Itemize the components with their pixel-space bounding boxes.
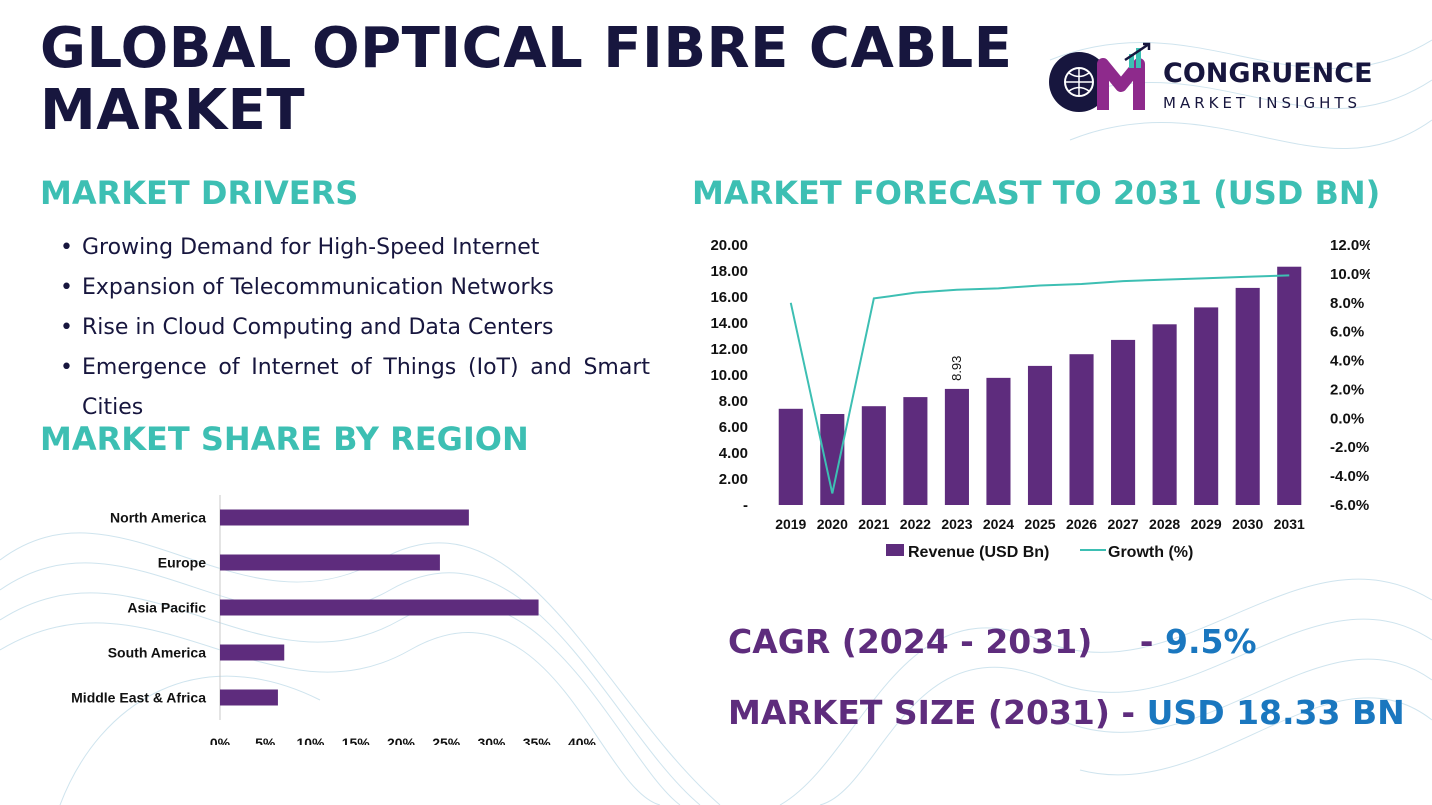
market-size-value: USD 18.33 BN — [1146, 693, 1405, 732]
x-tick-label: 2025 — [1024, 516, 1055, 532]
market-size-kpi: MARKET SIZE (2031) - USD 18.33 BN — [728, 693, 1405, 732]
region-bar — [220, 599, 539, 616]
drivers-list: Growing Demand for High-Speed Internet E… — [60, 228, 650, 428]
revenue-bar — [1235, 287, 1260, 505]
market-share-heading: MARKET SHARE BY REGION — [40, 420, 529, 458]
x-tick-label: 2022 — [900, 516, 931, 532]
y2-tick-label: -6.0% — [1330, 497, 1369, 514]
y-tick-label: 18.00 — [710, 263, 748, 280]
x-tick-label: 2029 — [1191, 516, 1222, 532]
market-drivers-heading: MARKET DRIVERS — [40, 174, 359, 212]
category-label: North America — [110, 510, 206, 526]
cagr-label: CAGR (2024 - 2031) — [728, 622, 1093, 661]
page-title-line1: GLOBAL OPTICAL FIBRE CABLE — [40, 16, 1013, 81]
x-tick-label: 2027 — [1107, 516, 1138, 532]
category-label: Asia Pacific — [127, 600, 206, 616]
y-tick-label: 10.00 — [710, 367, 748, 384]
x-tick-label: 5% — [255, 735, 276, 745]
driver-item: Growing Demand for High-Speed Internet — [60, 228, 650, 268]
brand-logo: CONGRUENCE MARKET INSIGHTS — [1045, 40, 1405, 120]
x-tick-label: 20% — [387, 735, 416, 745]
x-tick-label: 2020 — [817, 516, 848, 532]
revenue-bar — [1069, 354, 1094, 505]
page-title-line2: MARKET — [40, 78, 306, 143]
market-size-separator: - — [1121, 693, 1136, 732]
legend-swatch-revenue — [886, 544, 904, 556]
x-tick-label: 2024 — [983, 516, 1014, 532]
y2-tick-label: -4.0% — [1330, 468, 1369, 485]
y-tick-label: 8.00 — [719, 393, 748, 410]
category-label: South America — [108, 645, 206, 661]
revenue-bar — [1194, 307, 1219, 505]
forecast-heading: MARKET FORECAST TO 2031 (USD BN) — [692, 174, 1381, 212]
x-tick-label: 15% — [342, 735, 371, 745]
region-bar — [220, 689, 278, 706]
revenue-bar — [1111, 339, 1136, 505]
category-label: Middle East & Africa — [71, 690, 206, 706]
y-tick-label: 6.00 — [719, 419, 748, 436]
revenue-bar — [1277, 266, 1302, 505]
driver-item: Rise in Cloud Computing and Data Centers — [60, 308, 650, 348]
region-bar — [220, 644, 285, 661]
y2-tick-label: 10.0% — [1330, 266, 1370, 283]
y-tick-label: 14.00 — [710, 315, 748, 332]
logo-tagline: MARKET INSIGHTS — [1163, 94, 1362, 112]
region-chart: North America Europe Asia Pacific South Ame… — [71, 495, 597, 745]
market-size-label: MARKET SIZE (2031) — [728, 693, 1110, 732]
revenue-bar — [778, 408, 803, 505]
y2-tick-label: 6.0% — [1330, 324, 1364, 341]
x-tick-label: 2023 — [941, 516, 972, 532]
y-tick-label: 16.00 — [710, 289, 748, 306]
y2-tick-label: 4.0% — [1330, 353, 1364, 370]
growth-line — [789, 274, 1290, 494]
y-tick-label: 20.00 — [710, 237, 748, 254]
cagr-kpi: CAGR (2024 - 2031) - 9.5% — [728, 622, 1257, 661]
logo-mark-icon — [1049, 42, 1151, 112]
y2-tick-label: -2.0% — [1330, 439, 1369, 456]
revenue-bar — [1152, 324, 1177, 505]
y-tick-label: - — [743, 497, 748, 514]
cagr-value: 9.5% — [1164, 622, 1257, 661]
y-tick-label: 4.00 — [719, 445, 748, 462]
legend-label-revenue: Revenue (USD Bn) — [908, 544, 1049, 561]
y-tick-label: 12.00 — [710, 341, 748, 358]
revenue-bar — [986, 377, 1011, 505]
x-tick-label: 2021 — [858, 516, 889, 532]
x-tick-label: 2026 — [1066, 516, 1097, 532]
x-tick-label: 0% — [210, 735, 231, 745]
x-tick-label: 30% — [477, 735, 506, 745]
y2-tick-label: 2.0% — [1330, 381, 1364, 398]
y2-tick-label: 0.0% — [1330, 410, 1364, 427]
legend-label-growth: Growth (%) — [1108, 544, 1193, 561]
forecast-chart: - 2.00 4.00 6.00 8.00 10.00 12.00 14.00 16.00 18.… — [710, 237, 1370, 561]
revenue-bar — [1027, 365, 1053, 505]
y2-tick-label: 8.0% — [1330, 295, 1364, 312]
revenue-bar — [944, 388, 969, 505]
revenue-bar — [861, 406, 886, 505]
data-label: 8.93 — [949, 356, 964, 381]
revenue-bar — [903, 397, 928, 505]
cagr-separator: - — [1139, 622, 1154, 661]
driver-item: Expansion of Telecommunication Networks — [60, 268, 650, 308]
x-tick-label: 2019 — [775, 516, 806, 532]
x-tick-label: 2028 — [1149, 516, 1180, 532]
logo-name: CONGRUENCE — [1163, 58, 1373, 89]
region-bar — [220, 509, 469, 526]
x-tick-label: 40% — [568, 735, 597, 745]
driver-item: Emergence of Internet of Things (IoT) an… — [60, 348, 650, 428]
page-title: GLOBAL OPTICAL FIBRE CABLE MARKET — [40, 18, 1012, 142]
x-tick-label: 35% — [523, 735, 552, 745]
x-tick-label: 2031 — [1274, 516, 1305, 532]
y2-tick-label: 12.0% — [1330, 237, 1370, 254]
region-bar — [220, 554, 440, 571]
x-tick-label: 2030 — [1232, 516, 1263, 532]
x-tick-label: 25% — [432, 735, 461, 745]
y-tick-label: 2.00 — [719, 471, 748, 488]
x-tick-label: 10% — [296, 735, 325, 745]
category-label: Europe — [158, 555, 206, 571]
